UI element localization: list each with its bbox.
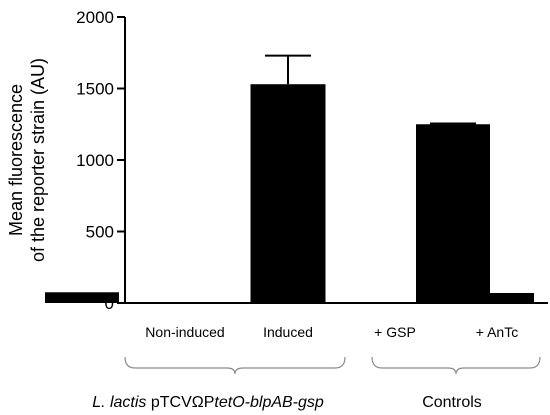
group-bracket [371,356,541,375]
y-tick-label: 2000 [76,8,114,27]
group-brackets: L. lactis pTCVΩPtetO-blpAB-gsp Controls [92,356,541,411]
bars [45,84,534,304]
y-tick-label: 500 [86,223,114,242]
x-tick-label: + GSP [374,324,416,340]
bar [460,292,534,303]
group-label: Controls [422,394,482,411]
y-tick-label: 1500 [76,80,114,99]
group-bracket [124,356,346,375]
y-axis-title-line: Mean fluorescence [6,84,26,236]
bar [416,124,490,303]
y-axis-title: Mean fluorescence of the reporter strain … [6,58,48,262]
category-labels: Non-induced Induced + GSP + AnTc [145,324,518,340]
x-tick-label: Non-induced [145,324,224,340]
x-tick-label: Induced [263,324,313,340]
x-tick-label: + AnTc [476,324,518,340]
error-bars [265,54,476,125]
y-axis-title-line: of the reporter strain (AU) [28,58,48,262]
bar [45,292,119,303]
y-tick-label: 1000 [76,151,114,170]
bar [250,84,326,304]
y-tick-label: 0 [105,294,114,313]
group-label: L. lactis pTCVΩPtetO-blpAB-gsp [92,394,324,411]
y-axis: 0 500 1000 1500 2000 [76,8,126,313]
